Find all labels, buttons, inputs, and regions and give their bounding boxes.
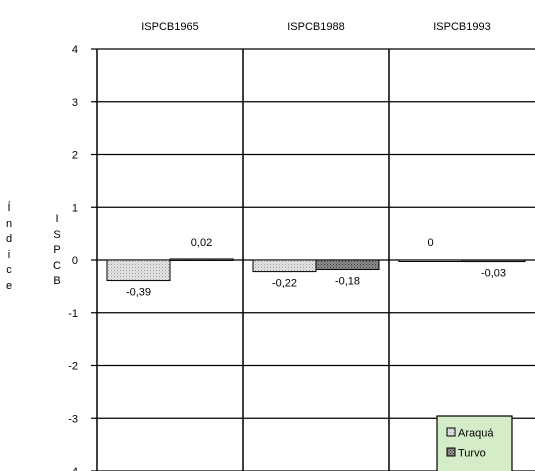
bar-araquá <box>106 259 171 282</box>
bar-turvo <box>169 258 234 261</box>
y-tick-label: 4 <box>72 44 78 56</box>
legend-swatch-turvo <box>446 447 456 457</box>
y-tick-label: -1 <box>68 308 78 320</box>
legend-label: Turvo <box>458 448 486 460</box>
y-axis-label-char: C <box>53 259 61 272</box>
bar-turvo <box>315 259 380 270</box>
legend-label: Araquá <box>458 428 494 440</box>
y-axis-label-char: i <box>7 248 11 261</box>
y-axis-label-indice: Í n d i c e <box>3 201 15 294</box>
y-tick-label: 1 <box>72 202 78 214</box>
legend-box <box>436 415 513 471</box>
y-axis-label-char: n <box>5 217 13 230</box>
legend-swatch-araquá <box>446 427 456 437</box>
panel-title: ISPCB1993 <box>433 21 490 33</box>
bar-araquá <box>252 259 317 273</box>
y-axis-label-char: I <box>55 213 59 225</box>
data-label: -0,39 <box>126 287 151 299</box>
y-tick-label: -4 <box>68 466 78 471</box>
panel-title: ISPCB1988 <box>287 21 344 33</box>
y-axis-label-ispcb: I S P C B <box>51 212 63 290</box>
data-label: -0,18 <box>335 275 360 287</box>
data-label: 0,02 <box>191 237 212 249</box>
y-tick-label: 2 <box>72 150 78 162</box>
y-axis-label-char: B <box>53 275 61 287</box>
y-axis-label-char: P <box>53 244 61 256</box>
y-tick-label: -3 <box>68 413 78 425</box>
y-axis-label-char: e <box>5 279 13 292</box>
y-tick-label: -2 <box>68 361 78 373</box>
y-axis-label-char: S <box>53 228 61 241</box>
data-label: 0 <box>427 237 433 249</box>
bar-araquá <box>398 259 463 262</box>
y-axis-label-char: Í <box>7 202 11 214</box>
panel-title: ISPCB1965 <box>141 21 198 33</box>
data-label: -0,22 <box>272 278 297 290</box>
y-tick-label: 3 <box>72 97 78 109</box>
y-axis-label-char: c <box>6 264 12 276</box>
y-tick-label: 0 <box>72 255 78 267</box>
data-label: -0,03 <box>481 268 506 280</box>
y-axis-label-char: d <box>5 233 13 245</box>
bar-turvo <box>461 259 526 263</box>
